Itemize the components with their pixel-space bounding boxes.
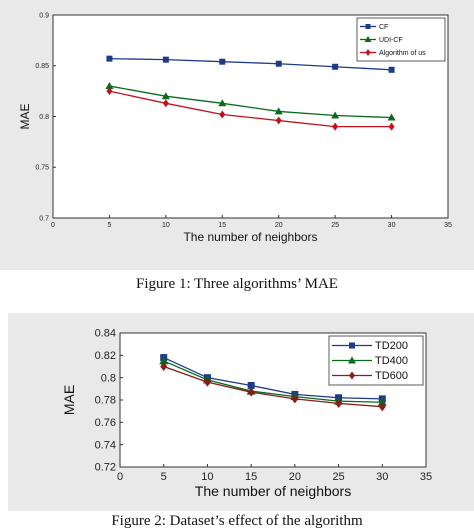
- legend-marker: [349, 342, 355, 349]
- data-point: [219, 58, 226, 65]
- legend-label: TD600: [375, 370, 408, 382]
- data-point: [218, 99, 227, 107]
- data-point: [377, 397, 387, 406]
- x-tick-label: 20: [289, 471, 301, 483]
- legend-label: Algorithm of us: [379, 50, 426, 57]
- figure-1-chart: 0 5 10 15 20 25 30 35 0.7 0.75 0.8 0.85 0.9 The numbe…: [18, 12, 452, 244]
- x-tick-label: 25: [331, 222, 339, 229]
- figure-2-panel: 0 5 10 15 20 25 30 35 0.72 0.74 0.76 0.78 0.8 0.82 0.8…: [8, 313, 474, 511]
- data-point: [335, 398, 343, 408]
- data-point: [105, 82, 114, 90]
- x-tick-label: 15: [218, 222, 226, 229]
- figure-2-chart: 0 5 10 15 20 25 30 35 0.72 0.74 0.76 0.78 0.8 0.82 0.8…: [61, 328, 432, 499]
- series-td600: [160, 362, 386, 412]
- data-point: [388, 122, 395, 131]
- data-point: [162, 99, 169, 108]
- y-axis-label: MAE: [18, 103, 32, 129]
- series-line: [163, 365, 383, 408]
- legend-marker: [348, 356, 356, 364]
- data-point: [247, 381, 255, 389]
- data-point: [332, 122, 339, 131]
- x-tick-label: 0: [51, 222, 55, 229]
- x-tick-label: 10: [162, 222, 170, 229]
- data-point: [247, 387, 255, 397]
- y-tick-label: 0.82: [95, 350, 116, 362]
- y-tick-label: 0.78: [95, 395, 116, 407]
- series-line: [109, 57, 392, 71]
- x-tick-label: 35: [444, 222, 452, 229]
- legend-marker: [364, 36, 372, 42]
- series-line: [163, 360, 383, 403]
- data-point: [274, 107, 283, 115]
- series-udi-cf: [105, 82, 396, 121]
- series-line: [163, 356, 383, 400]
- figure-2-caption: Figure 2: Dataset’s effect of the algori…: [111, 513, 363, 529]
- x-axis-label: The number of neighbors: [195, 483, 351, 499]
- y-tick-label: 0.75: [35, 165, 49, 172]
- x-tick-label: 30: [388, 222, 396, 229]
- x-tick-label: 10: [201, 471, 213, 483]
- data-point: [160, 362, 168, 371]
- data-point: [388, 66, 395, 73]
- x-tick-label: 15: [245, 471, 257, 483]
- x-tick-label: 25: [332, 471, 344, 483]
- series-cf: [106, 55, 395, 73]
- legend: CF UDI-CF Algorithm of us: [356, 17, 446, 62]
- data-point: [106, 87, 113, 96]
- x-tick-label: 5: [161, 471, 167, 483]
- data-point: [387, 113, 396, 121]
- data-point: [161, 92, 170, 100]
- data-point: [159, 356, 169, 365]
- data-point: [203, 377, 211, 387]
- legend-label: TD200: [375, 340, 408, 352]
- data-point: [219, 110, 226, 119]
- y-tick-label: 0.72: [95, 462, 116, 474]
- x-tick-label: 35: [420, 471, 432, 483]
- series-line: [109, 85, 392, 119]
- y-tick-label: 0.76: [95, 417, 116, 429]
- data-point: [275, 60, 282, 67]
- figure-1-panel: 0 5 10 15 20 25 30 35 0.7 0.75 0.8 0.85 0.9 The numbe…: [0, 0, 474, 270]
- data-point: [332, 63, 339, 70]
- data-point: [378, 402, 386, 412]
- legend-marker: [349, 371, 355, 380]
- legend-label: CF: [379, 24, 388, 31]
- y-axis-label: MAE: [61, 385, 77, 415]
- y-tick-label: 0.84: [95, 328, 116, 340]
- data-point: [331, 111, 340, 119]
- y-tick-label: 0.9: [39, 12, 49, 19]
- x-tick-label: 20: [275, 222, 283, 229]
- legend-marker: [365, 49, 371, 56]
- x-axis-label: The number of neighbors: [183, 230, 317, 244]
- y-tick-label: 0.8: [101, 372, 116, 384]
- x-tick-label: 0: [117, 471, 123, 483]
- x-tick-label: 30: [376, 471, 388, 483]
- series-line: [109, 90, 392, 128]
- legend: TD200 TD400 TD600: [328, 335, 424, 386]
- y-tick-label: 0.7: [39, 215, 49, 222]
- legend-label: UDI-CF: [379, 37, 403, 44]
- x-tick-label: 5: [107, 222, 111, 229]
- series-algorithm-of-us: [106, 87, 395, 131]
- y-tick-label: 0.74: [95, 439, 116, 451]
- y-tick-label: 0.85: [35, 63, 49, 70]
- data-point: [291, 394, 299, 404]
- legend-label: TD400: [375, 355, 408, 367]
- data-point: [275, 116, 282, 125]
- legend-marker: [365, 24, 371, 29]
- data-point: [106, 55, 113, 62]
- y-tick-label: 0.8: [39, 114, 49, 121]
- figure-1-caption: Figure 1: Three algorithms’ MAE: [136, 276, 338, 292]
- data-point: [162, 56, 169, 63]
